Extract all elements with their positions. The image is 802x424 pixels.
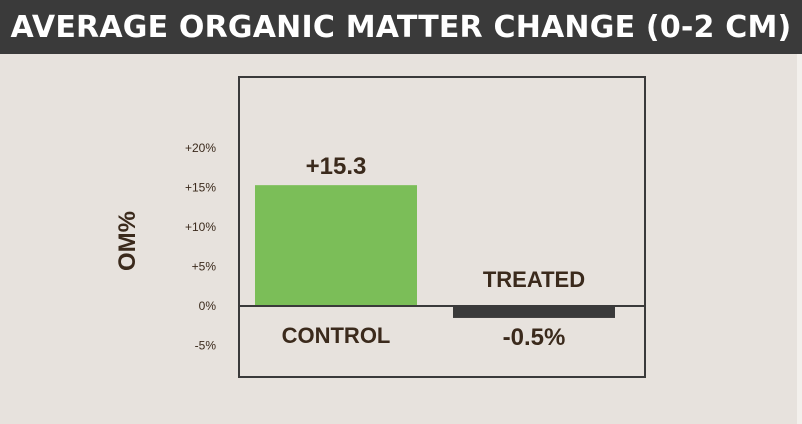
value-label: +15.3 <box>306 153 367 180</box>
bar-labels: CONTROL +15.3 TREATED -0.5% <box>282 153 586 351</box>
category-label: TREATED <box>483 267 585 292</box>
chart-title: AVERAGE ORGANIC MATTER CHANGE (0-2 CM) <box>10 9 792 45</box>
category-label: CONTROL <box>282 323 391 348</box>
y-tick-label: +20% <box>185 141 216 155</box>
right-edge-strip <box>797 54 802 424</box>
bar-treated <box>453 305 615 318</box>
y-tick-labels: +20% +15% +10% +5% 0% -5% <box>185 141 216 352</box>
y-tick-label: -5% <box>195 338 217 352</box>
bar-control <box>255 185 417 306</box>
y-tick-label: +10% <box>185 220 216 234</box>
plot-frame <box>238 76 646 378</box>
y-tick-label: +5% <box>192 259 217 273</box>
value-label: -0.5% <box>503 324 566 351</box>
bars <box>255 185 615 318</box>
y-tick-label: 0% <box>199 299 217 313</box>
y-tick-label: +15% <box>185 181 216 195</box>
title-bar: AVERAGE ORGANIC MATTER CHANGE (0-2 CM) <box>0 0 802 54</box>
